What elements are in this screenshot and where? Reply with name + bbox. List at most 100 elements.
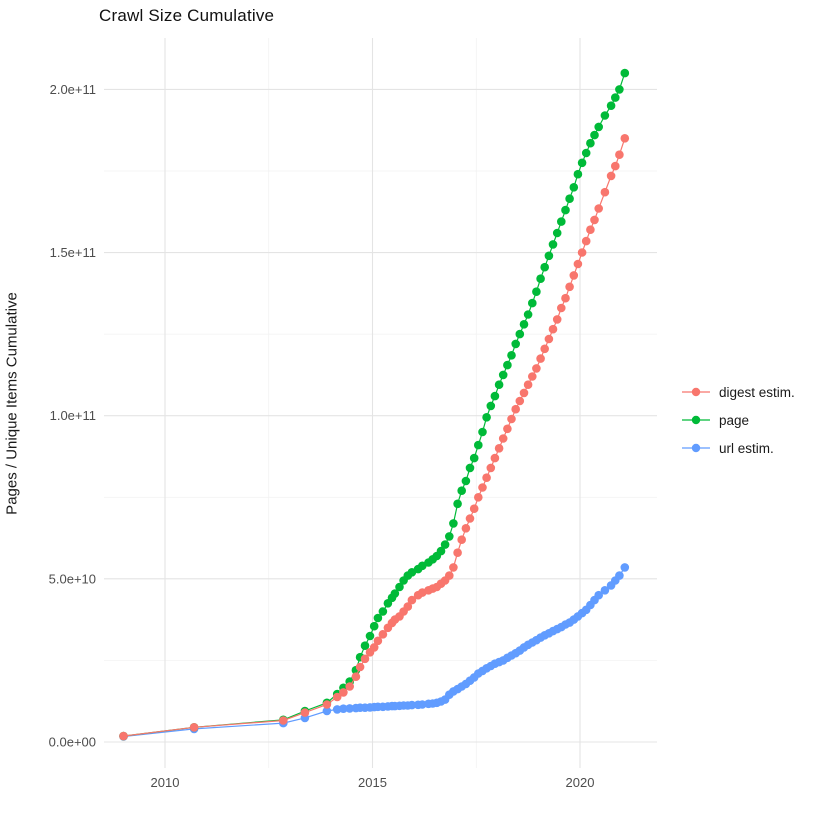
legend-item-url-estim: url estim.: [681, 439, 795, 457]
data-point-digest-estim: [548, 324, 558, 334]
data-point-digest-estim: [445, 571, 454, 580]
data-point-page: [581, 148, 591, 158]
data-point-digest-estim: [403, 602, 413, 611]
data-point-page: [378, 607, 388, 616]
data-point-page: [465, 463, 475, 473]
data-point-page: [515, 329, 525, 339]
data-point-digest-estim: [577, 248, 587, 257]
data-point-page: [503, 360, 512, 370]
legend-key-page-icon: [682, 415, 710, 425]
data-point-digest-estim: [457, 535, 467, 544]
data-point-digest-estim: [332, 692, 342, 702]
x-tick-label: 2010: [151, 775, 180, 790]
data-point-page: [369, 621, 379, 631]
data-point-page: [360, 641, 370, 650]
data-point-digest-estim: [369, 643, 379, 652]
data-point-digest-estim: [490, 453, 500, 463]
data-point-page: [373, 613, 383, 623]
data-point-digest-estim: [498, 434, 508, 443]
data-point-digest-estim: [503, 424, 512, 434]
data-point-digest-estim: [486, 463, 496, 473]
data-point-digest-estim: [611, 161, 620, 171]
data-point-digest-estim: [573, 259, 583, 269]
data-point-page: [365, 631, 375, 641]
data-point-digest-estim: [322, 700, 332, 709]
data-point-digest-estim: [528, 372, 537, 381]
grid-major: [104, 38, 657, 768]
data-point-page: [511, 339, 520, 349]
data-point-page: [436, 546, 446, 556]
data-point-page: [445, 532, 454, 541]
data-point-digest-estim: [474, 493, 483, 502]
data-point-page: [594, 122, 603, 132]
data-point-page: [453, 499, 462, 509]
data-point-digest-estim: [519, 388, 529, 398]
x-tick-label: 2020: [566, 775, 595, 790]
data-point-page: [486, 401, 496, 411]
data-point-page: [523, 310, 533, 319]
data-point-digest-estim: [339, 688, 348, 697]
data-point-page: [519, 320, 529, 329]
data-point-page: [615, 85, 624, 94]
data-point-digest-estim: [600, 187, 610, 197]
data-point-page: [395, 582, 404, 592]
data-point-page: [600, 111, 610, 120]
data-point-url-estim: [339, 704, 348, 713]
data-point-url-estim: [600, 586, 610, 595]
data-point-page: [440, 540, 450, 549]
data-point-page: [569, 183, 579, 192]
data-point-digest-estim: [449, 563, 458, 572]
legend-item-page: page: [681, 411, 795, 429]
y-tick-label: 2.0e+11: [50, 82, 96, 97]
data-point-page: [577, 158, 587, 168]
legend-key-url-icon: [682, 443, 710, 453]
data-point-digest-estim: [581, 236, 591, 246]
data-point-digest-estim: [373, 636, 383, 646]
data-point-digest-estim: [586, 225, 595, 234]
data-point-digest-estim: [119, 731, 128, 741]
data-point-url-estim: [322, 706, 332, 716]
data-point-digest-estim: [478, 483, 487, 492]
data-point-page: [552, 228, 562, 238]
data-point-page: [565, 194, 574, 203]
data-point-digest-estim: [594, 204, 603, 213]
data-point-digest-estim: [378, 630, 388, 639]
axis-tick-labels: 0.0e+00 5.0e+10 1.0e+11 1.5e+11 2.0e+11 2010 2…: [49, 82, 595, 790]
data-point-digest-estim: [515, 396, 525, 406]
data-point-digest-estim: [355, 662, 365, 672]
y-tick-label: 5.0e+10: [49, 571, 96, 586]
data-point-page: [548, 240, 558, 249]
data-point-digest-estim: [465, 514, 475, 523]
data-point-digest-estim: [453, 548, 462, 557]
data-point-page: [573, 169, 583, 179]
legend-label-digest-estim: digest estim.: [719, 384, 795, 400]
data-point-digest-estim: [552, 315, 562, 324]
data-point-page: [478, 427, 487, 437]
data-point-page: [507, 351, 516, 360]
legend: digest estim. page url estim.: [681, 383, 795, 467]
data-point-page: [482, 413, 491, 422]
data-point-url-estim: [407, 700, 417, 710]
data-point-digest-estim: [615, 150, 624, 159]
data-point-url-estim: [615, 571, 624, 580]
data-point-page: [457, 486, 467, 496]
data-point-digest-estim: [360, 654, 370, 664]
data-point-digest-estim: [469, 504, 479, 513]
data-point-digest-estim: [507, 414, 516, 424]
data-point-page: [540, 262, 549, 272]
data-point-page: [490, 391, 500, 401]
data-point-url-estim: [620, 563, 630, 572]
data-point-digest-estim: [620, 134, 630, 143]
data-point-digest-estim: [569, 271, 579, 280]
data-point-digest-estim: [189, 723, 199, 732]
data-point-page: [536, 274, 545, 284]
data-point-url-estim: [332, 705, 342, 714]
data-point-page: [620, 68, 630, 78]
data-point-digest-estim: [532, 364, 541, 373]
data-point-url-estim: [345, 704, 355, 713]
legend-label-url-estim: url estim.: [719, 440, 774, 456]
series-digest-estim: [119, 134, 630, 741]
data-point-page: [590, 130, 599, 140]
